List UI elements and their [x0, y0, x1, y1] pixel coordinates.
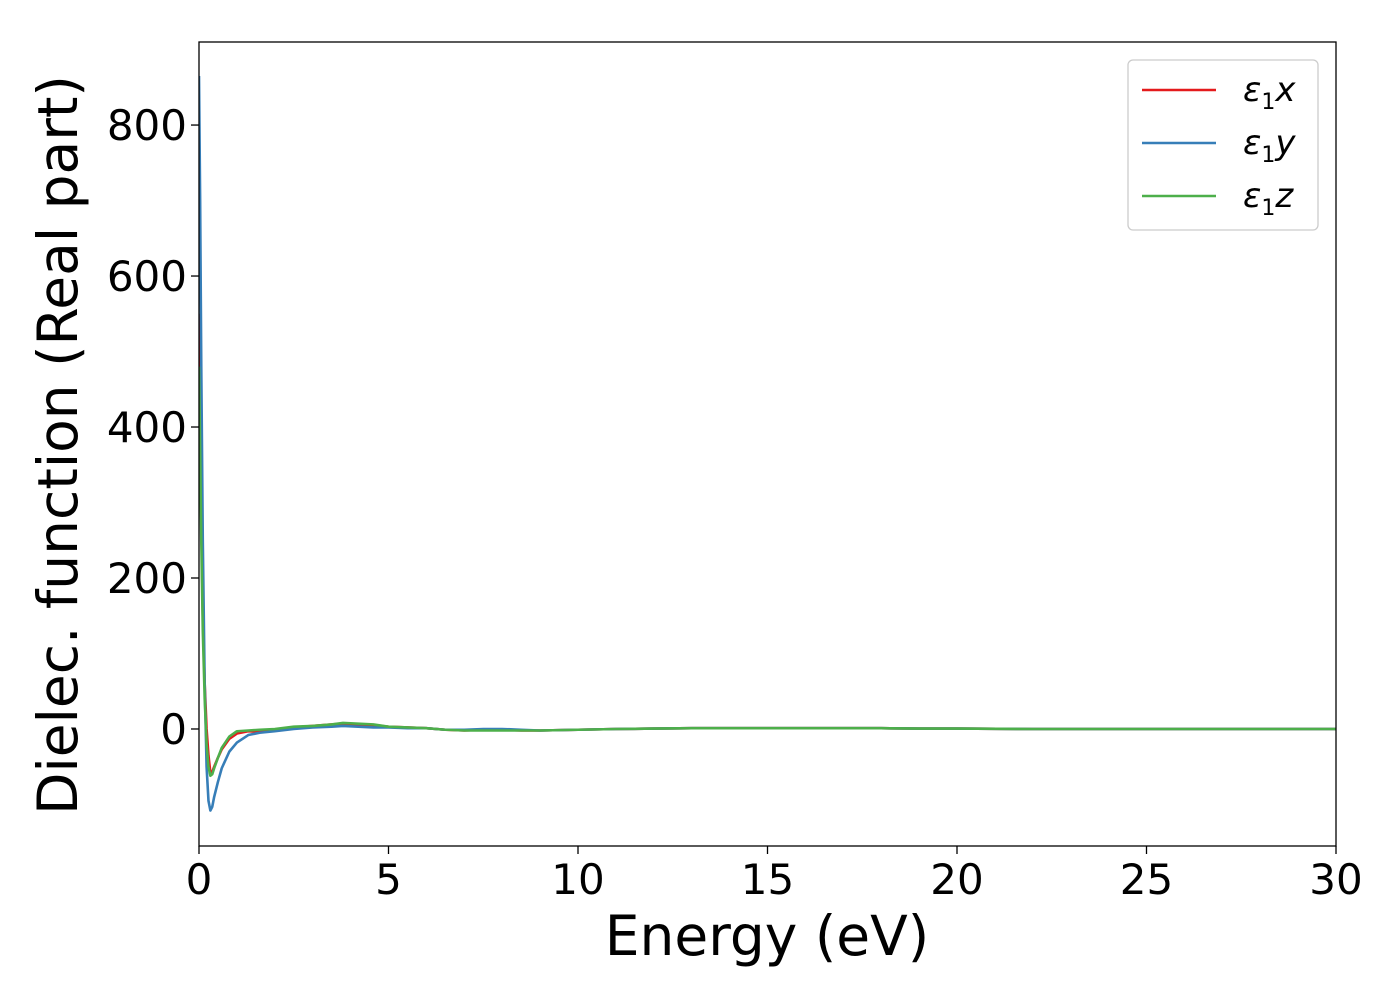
- legend-items: ε1x ε1y ε1z: [1142, 70, 1296, 221]
- legend-label-3: ε1z: [1243, 176, 1294, 221]
- y-axis-label: Dielec. function (Real part): [26, 75, 90, 815]
- x-tick-label: 30: [1309, 855, 1362, 904]
- x-tick-label: 20: [930, 855, 983, 904]
- x-axis-ticks: 0 5 10 15 20 25 30: [186, 846, 1363, 904]
- legend-label-2: ε1y: [1243, 123, 1296, 168]
- x-axis-label: Energy (eV): [605, 904, 929, 968]
- y-tick-label: 200: [107, 554, 187, 603]
- series-line-3: [199, 366, 1336, 778]
- y-tick-label: 600: [107, 252, 187, 301]
- y-tick-label: 400: [107, 403, 187, 452]
- y-axis-ticks: 0 200 400 600 800: [107, 101, 199, 754]
- legend-box: [1127, 59, 1319, 231]
- series-line-1: [199, 313, 1336, 775]
- x-tick-label: 15: [741, 855, 794, 904]
- x-tick-label: 10: [551, 855, 604, 904]
- y-tick-label: 0: [160, 705, 187, 754]
- x-tick-label: 5: [375, 855, 402, 904]
- legend-label-1: ε1x: [1243, 70, 1296, 115]
- x-tick-label: 0: [186, 855, 213, 904]
- series-layer: [199, 75, 1336, 812]
- legend: ε1x ε1y ε1z: [1127, 59, 1319, 231]
- y-tick-label: 800: [107, 101, 187, 150]
- x-tick-label: 25: [1120, 855, 1173, 904]
